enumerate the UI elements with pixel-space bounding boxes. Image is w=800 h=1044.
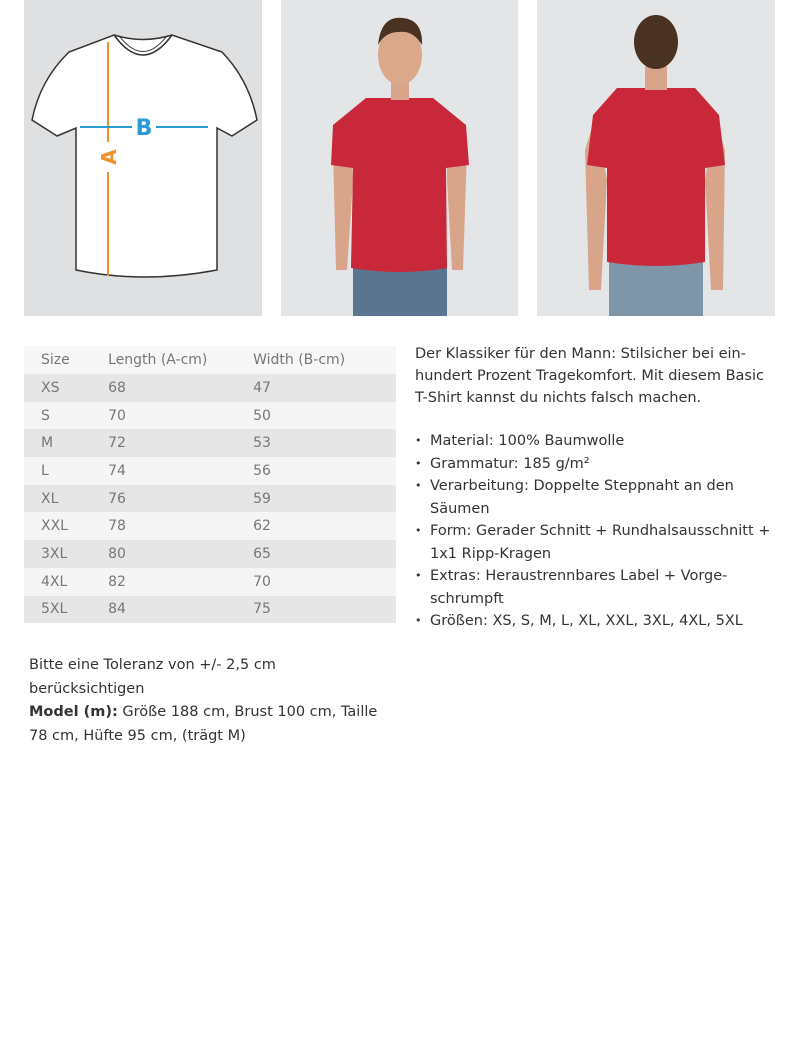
cell-length: 70 — [91, 401, 237, 430]
cell-size: XL — [24, 484, 92, 513]
header-length: Length (A-cm) — [91, 346, 237, 374]
cell-size: XS — [24, 374, 92, 402]
cell-size: L — [24, 457, 92, 485]
cell-width: 62 — [236, 512, 396, 541]
cell-size: 3XL — [24, 540, 92, 568]
table-row: 5XL 84 75 — [24, 595, 396, 624]
table-row: XS 68 47 — [24, 374, 396, 402]
size-table: Size Length (A-cm) Width (B-cm) XS 68 47 S 7… — [24, 346, 396, 624]
model-label: Model (m): — [29, 704, 118, 720]
cell-width: 75 — [236, 595, 396, 624]
table-row: L 74 56 — [24, 457, 396, 485]
header-width: Width (B-cm) — [236, 346, 396, 374]
cell-length: 76 — [91, 484, 237, 513]
table-row: XXL 78 62 — [24, 512, 396, 541]
model-front-photo — [281, 0, 518, 316]
size-diagram: A B — [24, 0, 262, 316]
cell-length: 74 — [91, 457, 237, 485]
table-row: S 70 50 — [24, 401, 396, 430]
cell-length: 68 — [91, 374, 237, 402]
table-row: 3XL 80 65 — [24, 540, 396, 568]
cell-size: XXL — [24, 512, 92, 541]
cell-size: 4XL — [24, 567, 92, 596]
model-measurements: Größe 188 cm, Brust 100 cm, Taille 78 cm… — [29, 704, 378, 744]
header-size: Size — [24, 346, 92, 374]
cell-width: 53 — [236, 429, 396, 458]
cell-length: 78 — [91, 512, 237, 541]
tolerance-note: Bitte eine Toleranz von +/- 2,5 cm berüc… — [29, 657, 276, 697]
feature-item: Verarbeitung: Doppelte Steppnaht an den … — [415, 475, 775, 520]
cell-length: 82 — [91, 567, 237, 596]
cell-width: 70 — [236, 567, 396, 596]
feature-item: Material: 100% Baumwolle — [415, 430, 775, 453]
cell-width: 50 — [236, 401, 396, 430]
label-b: B — [136, 116, 153, 141]
cell-length: 80 — [91, 540, 237, 568]
feature-list: Material: 100% Baumwolle Grammatur: 185 … — [415, 430, 775, 633]
table-row: XL 76 59 — [24, 484, 396, 513]
cell-length: 72 — [91, 429, 237, 458]
cell-width: 59 — [236, 484, 396, 513]
size-note: Bitte eine Toleranz von +/- 2,5 cm berüc… — [29, 654, 389, 748]
model-back-photo — [537, 0, 775, 316]
table-row: M 72 53 — [24, 429, 396, 458]
feature-item: Extras: Heraustrennbares Label + Vorge­s… — [415, 565, 775, 610]
table-header-row: Size Length (A-cm) Width (B-cm) — [24, 346, 396, 374]
label-a: A — [97, 149, 121, 165]
feature-item: Grammatur: 185 g/m² — [415, 453, 775, 476]
feature-item: Form: Gerader Schnitt + Rundhalsausschni… — [415, 520, 775, 565]
model-info: Model (m): Größe 188 cm, Brust 100 cm, T… — [29, 701, 389, 748]
cell-size: S — [24, 401, 92, 430]
cell-width: 65 — [236, 540, 396, 568]
table-row: 4XL 82 70 — [24, 567, 396, 596]
cell-size: M — [24, 429, 92, 458]
cell-length: 84 — [91, 595, 237, 624]
cell-width: 47 — [236, 374, 396, 402]
cell-size: 5XL — [24, 595, 92, 624]
product-description: Der Klassiker für den Mann: Stilsicher b… — [415, 343, 775, 633]
cell-width: 56 — [236, 457, 396, 485]
feature-item: Größen: XS, S, M, L, XL, XXL, 3XL, 4XL, … — [415, 610, 775, 633]
description-intro: Der Klassiker für den Mann: Stilsicher b… — [415, 346, 764, 406]
